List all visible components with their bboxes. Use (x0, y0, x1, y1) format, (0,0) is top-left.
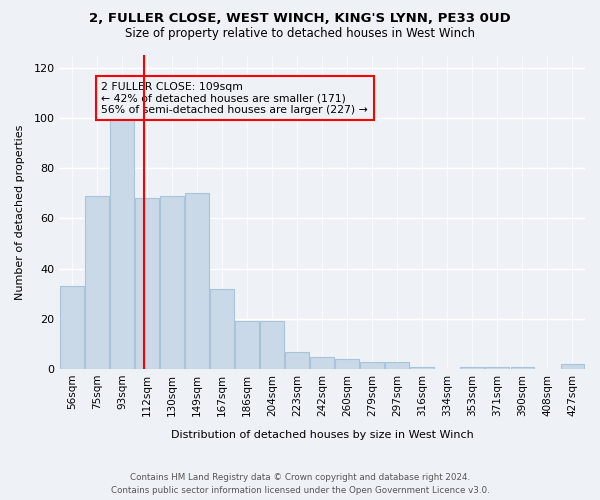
Bar (335, 359, 359, 369)
Bar (310, 356, 334, 369)
Text: 2, FULLER CLOSE, WEST WINCH, KING'S LYNN, PE33 0UD: 2, FULLER CLOSE, WEST WINCH, KING'S LYNN… (89, 12, 511, 26)
Text: Size of property relative to detached houses in West Winch: Size of property relative to detached ho… (125, 28, 475, 40)
Text: 2 FULLER CLOSE: 109sqm
← 42% of detached houses are smaller (171)
56% of semi-de: 2 FULLER CLOSE: 109sqm ← 42% of detached… (101, 82, 368, 115)
Bar (460, 366, 484, 369)
Bar (410, 366, 434, 369)
Bar (210, 288, 234, 369)
Bar (85, 196, 109, 369)
X-axis label: Distribution of detached houses by size in West Winch: Distribution of detached houses by size … (171, 430, 473, 440)
Bar (511, 366, 535, 369)
Bar (361, 362, 384, 369)
Bar (285, 352, 309, 369)
Bar (135, 198, 159, 369)
Bar (560, 364, 584, 369)
Bar (160, 196, 184, 369)
Bar (235, 322, 259, 369)
Bar (485, 366, 509, 369)
Bar (110, 120, 134, 369)
Y-axis label: Number of detached properties: Number of detached properties (15, 124, 25, 300)
Bar (385, 362, 409, 369)
Bar (260, 322, 284, 369)
Bar (185, 193, 209, 369)
Bar (60, 286, 84, 369)
Text: Contains HM Land Registry data © Crown copyright and database right 2024.
Contai: Contains HM Land Registry data © Crown c… (110, 474, 490, 495)
